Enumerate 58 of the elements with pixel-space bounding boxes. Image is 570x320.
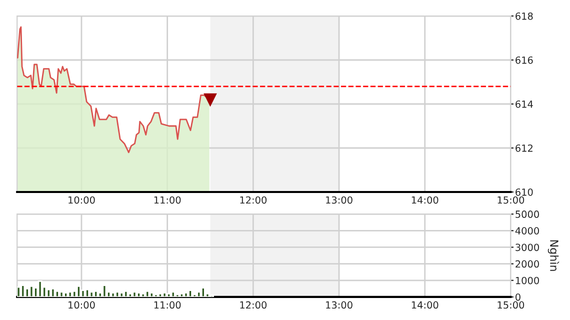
y-tick-label: 616	[516, 56, 533, 64]
x-tick-label: 10:00	[68, 196, 95, 204]
y-tick-label: 3000	[516, 244, 539, 252]
bar	[158, 292, 162, 297]
x-tick-label: 14:00	[412, 196, 438, 204]
bar	[85, 288, 90, 297]
bar	[80, 290, 86, 297]
bar	[140, 292, 146, 297]
bar	[170, 291, 176, 297]
bar	[89, 291, 94, 297]
x-tick-label: 15:00	[498, 196, 524, 204]
bar	[68, 291, 72, 297]
x-tick-label: 15:00	[498, 301, 524, 309]
bar	[162, 292, 167, 297]
bar	[166, 292, 172, 297]
bar	[29, 285, 34, 297]
y-tick-label: 610	[516, 188, 533, 196]
y-tick-label: 612	[516, 144, 532, 152]
x-tick-label: 12:00	[240, 196, 267, 204]
bar	[46, 288, 51, 297]
bar	[24, 288, 30, 297]
y-tick-label: 4000	[515, 227, 539, 234]
bar	[110, 292, 116, 297]
y-tick-label: 614	[516, 100, 533, 108]
x-tick-label: 10:00	[68, 301, 95, 309]
bar	[154, 294, 158, 297]
bar	[175, 294, 180, 297]
x-tick-label: 13:00	[326, 301, 352, 309]
y-tick-label: 0	[516, 293, 520, 301]
x-tick-label: 13:00	[326, 196, 352, 204]
y-axis-title: Nghìn	[548, 240, 560, 271]
y-tick-label: 618	[516, 12, 533, 20]
bar	[145, 290, 150, 297]
bar	[136, 292, 141, 297]
bar	[94, 290, 98, 297]
bar	[188, 290, 192, 297]
bar	[115, 291, 120, 297]
y-tick-label: 1000	[516, 276, 539, 284]
bar	[38, 280, 42, 297]
x-tick-label: 11:00	[154, 301, 181, 309]
y-tick-label: 2000	[516, 260, 539, 268]
bar	[50, 288, 56, 297]
bar	[196, 291, 202, 297]
bar	[64, 292, 68, 297]
y-tick-label: 5000	[516, 210, 539, 218]
x-tick-label: 11:00	[154, 196, 181, 204]
bar	[119, 292, 124, 297]
bar	[184, 292, 188, 297]
x-tick-label: 14:00	[412, 301, 438, 309]
bar	[124, 290, 128, 297]
x-tick-label: 12:00	[240, 301, 267, 309]
bar	[132, 291, 137, 297]
bar	[20, 284, 26, 297]
bar	[102, 284, 107, 297]
bar	[200, 287, 206, 297]
bar	[192, 294, 197, 297]
bar	[149, 292, 154, 297]
bar	[59, 291, 64, 297]
